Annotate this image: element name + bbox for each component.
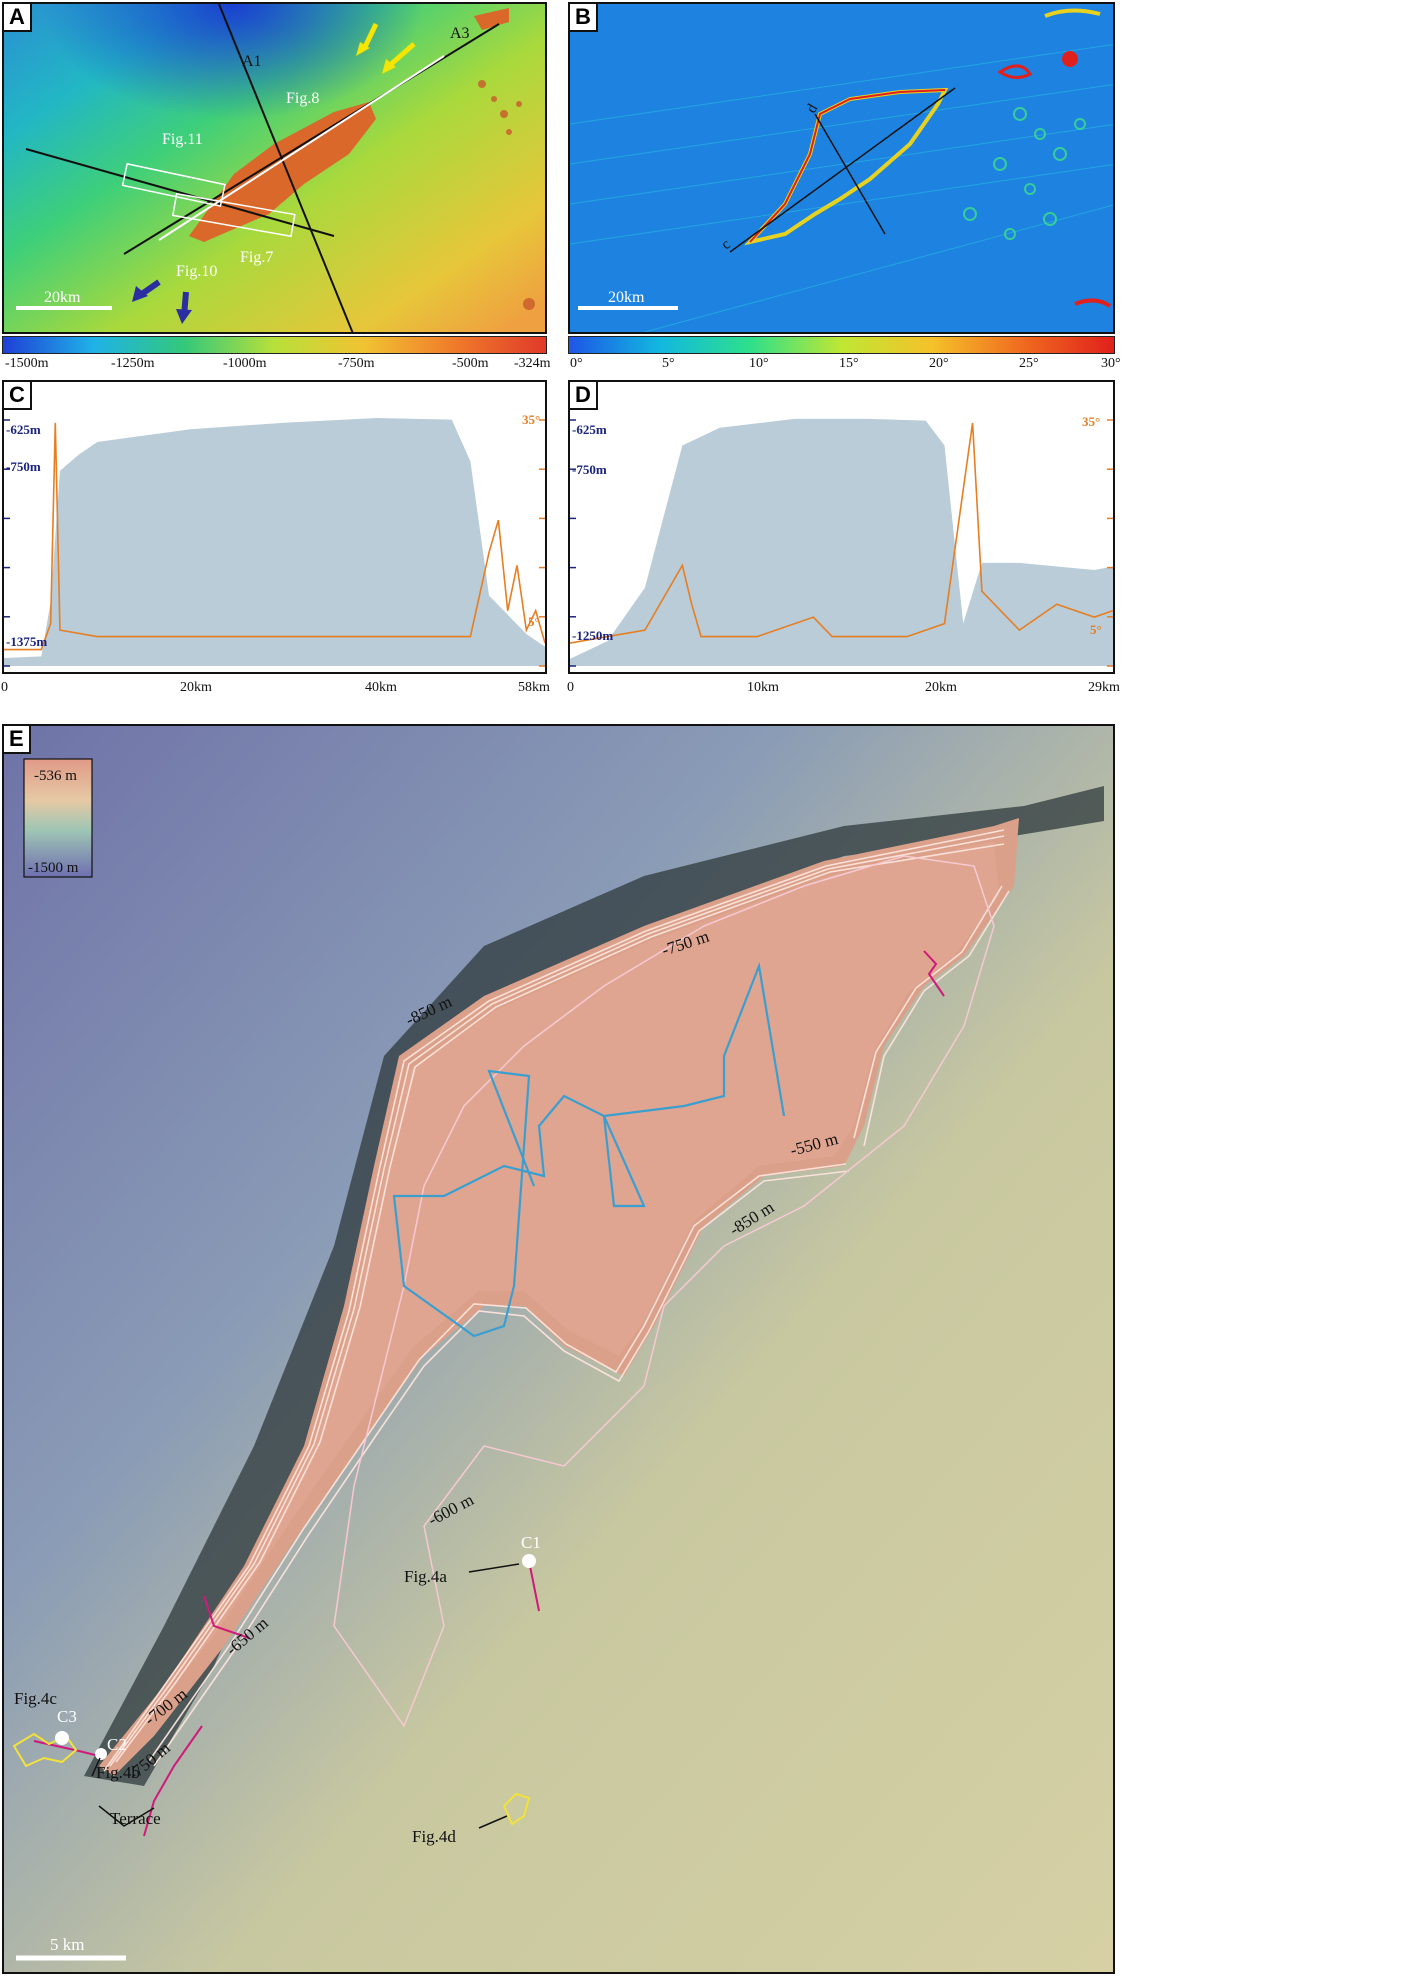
depth-profile-area (4, 418, 545, 666)
profile-line-a3 (123, 23, 500, 255)
slope-map-b: c d 20km (570, 4, 1113, 332)
slope-label-c-1: 5° (528, 614, 540, 629)
label-fig4d: Fig.4d (412, 1827, 456, 1846)
cbar-a-tick-4: -500m (452, 356, 489, 371)
slope-label-d-0: 35° (1082, 414, 1101, 429)
cbar-a-tick-2: -1000m (223, 356, 267, 371)
profile-line-white (158, 55, 445, 241)
label-fig4a: Fig.4a (404, 1567, 447, 1586)
label-fig4c: Fig.4c (14, 1689, 57, 1708)
panel-label-e: E (4, 726, 31, 754)
slope-label-c-0: 35° (522, 412, 541, 427)
x-tick-c-0: 0 (1, 680, 8, 695)
cbar-b-tick-4: 20° (929, 356, 949, 371)
x-tick-d-1: 10km (747, 680, 779, 695)
label-a1: A1 (242, 53, 262, 70)
panel-label-a: A (4, 4, 32, 32)
site-c1 (522, 1554, 536, 1568)
feature-4d (502, 1792, 531, 1826)
label-c2: C2 (107, 1735, 127, 1754)
survey-track (392, 961, 786, 1338)
bathymetry-map-a: A1 A3 Fig.8 Fig.11 Fig.10 Fig.7 20km (4, 4, 545, 332)
depth-label-c-2: -1375m (6, 634, 48, 649)
label-c3: C3 (57, 1707, 77, 1726)
x-tick-d-2: 20km (925, 680, 957, 695)
x-tick-d-0: 0 (567, 680, 574, 695)
profile-chart-d (570, 418, 1113, 667)
depth-label-d-0: -625m (572, 422, 607, 437)
scale-label-b: 20km (608, 289, 645, 306)
label-fig4b: Fig.4b (96, 1763, 140, 1782)
arrow-yellow-1 (361, 22, 379, 51)
panel-label-c: C (4, 382, 32, 410)
x-tick-c-2: 40km (365, 680, 397, 695)
site-c3 (55, 1731, 69, 1745)
cbar-b-tick-0: 0° (570, 356, 583, 371)
cbar-b-tick-6: 30° (1101, 356, 1121, 371)
panel-a: A (2, 2, 547, 334)
scale-label-a: 20km (44, 289, 81, 306)
label-a3: A3 (450, 25, 470, 42)
cbar-a-tick-0: -1500m (5, 356, 49, 371)
scale-label-e: 5 km (50, 1935, 84, 1954)
site-c2 (95, 1748, 107, 1760)
contour-lines (103, 829, 1010, 1772)
arrow-yellow-2 (387, 42, 416, 68)
label-terrace: Terrace (110, 1809, 161, 1828)
slope-profile-line (4, 422, 545, 651)
cbar-a-tick-3: -750m (338, 356, 375, 371)
colorbar-b (568, 336, 1115, 354)
panel-b: B c d 20km (568, 2, 1115, 334)
feature-4c (12, 1732, 78, 1768)
x-tick-c-1: 20km (180, 680, 212, 695)
slope-profile-line (570, 422, 1113, 644)
panel-label-b: B (570, 4, 598, 32)
profile-line-a1 (218, 4, 354, 332)
label-fig7: Fig.7 (240, 249, 273, 266)
panel-e: E (2, 724, 1115, 1974)
profile-line-d (814, 113, 886, 235)
slope-label-d-1: 5° (1090, 622, 1102, 637)
cbar-a-tick-5: -324m (514, 356, 551, 371)
bathymetry-map-e: -850 m -750 m -550 m -850 m -600 m -650 … (4, 726, 1113, 1972)
guyot-plateau-a (189, 102, 376, 242)
depth-label-d-1: -750m (572, 462, 607, 477)
legend-top: -536 m (34, 768, 77, 784)
depth-label-d-2: -1250m (572, 628, 614, 643)
legend-bottom: -1500 m (28, 860, 79, 876)
label-fig8: Fig.8 (286, 90, 319, 107)
depth-label-c-1: -750m (6, 459, 41, 474)
depth-profile-area (570, 418, 1113, 666)
label-fig10: Fig.10 (176, 263, 217, 280)
depth-label-c-0: -625m (6, 422, 41, 437)
panel-c: C -625m -750m -1375m 35° 5° (2, 380, 547, 674)
depth-legend (23, 758, 93, 878)
cbar-a-tick-1: -1250m (111, 356, 155, 371)
panel-d: D -625m -750m -1250m 35° 5° (568, 380, 1115, 674)
x-tick-c-3: 58km (518, 680, 550, 695)
cbar-b-tick-2: 10° (749, 356, 769, 371)
cbar-b-tick-5: 25° (1019, 356, 1039, 371)
panel-label-d: D (570, 382, 598, 410)
cbar-b-tick-1: 5° (662, 356, 675, 371)
cbar-b-tick-3: 15° (839, 356, 859, 371)
label-fig11: Fig.11 (162, 131, 203, 148)
profile-chart-c (4, 418, 545, 667)
colorbar-a (2, 336, 547, 354)
x-tick-d-3: 29km (1088, 680, 1120, 695)
profile-line-c (729, 87, 956, 253)
label-c1: C1 (521, 1533, 541, 1552)
